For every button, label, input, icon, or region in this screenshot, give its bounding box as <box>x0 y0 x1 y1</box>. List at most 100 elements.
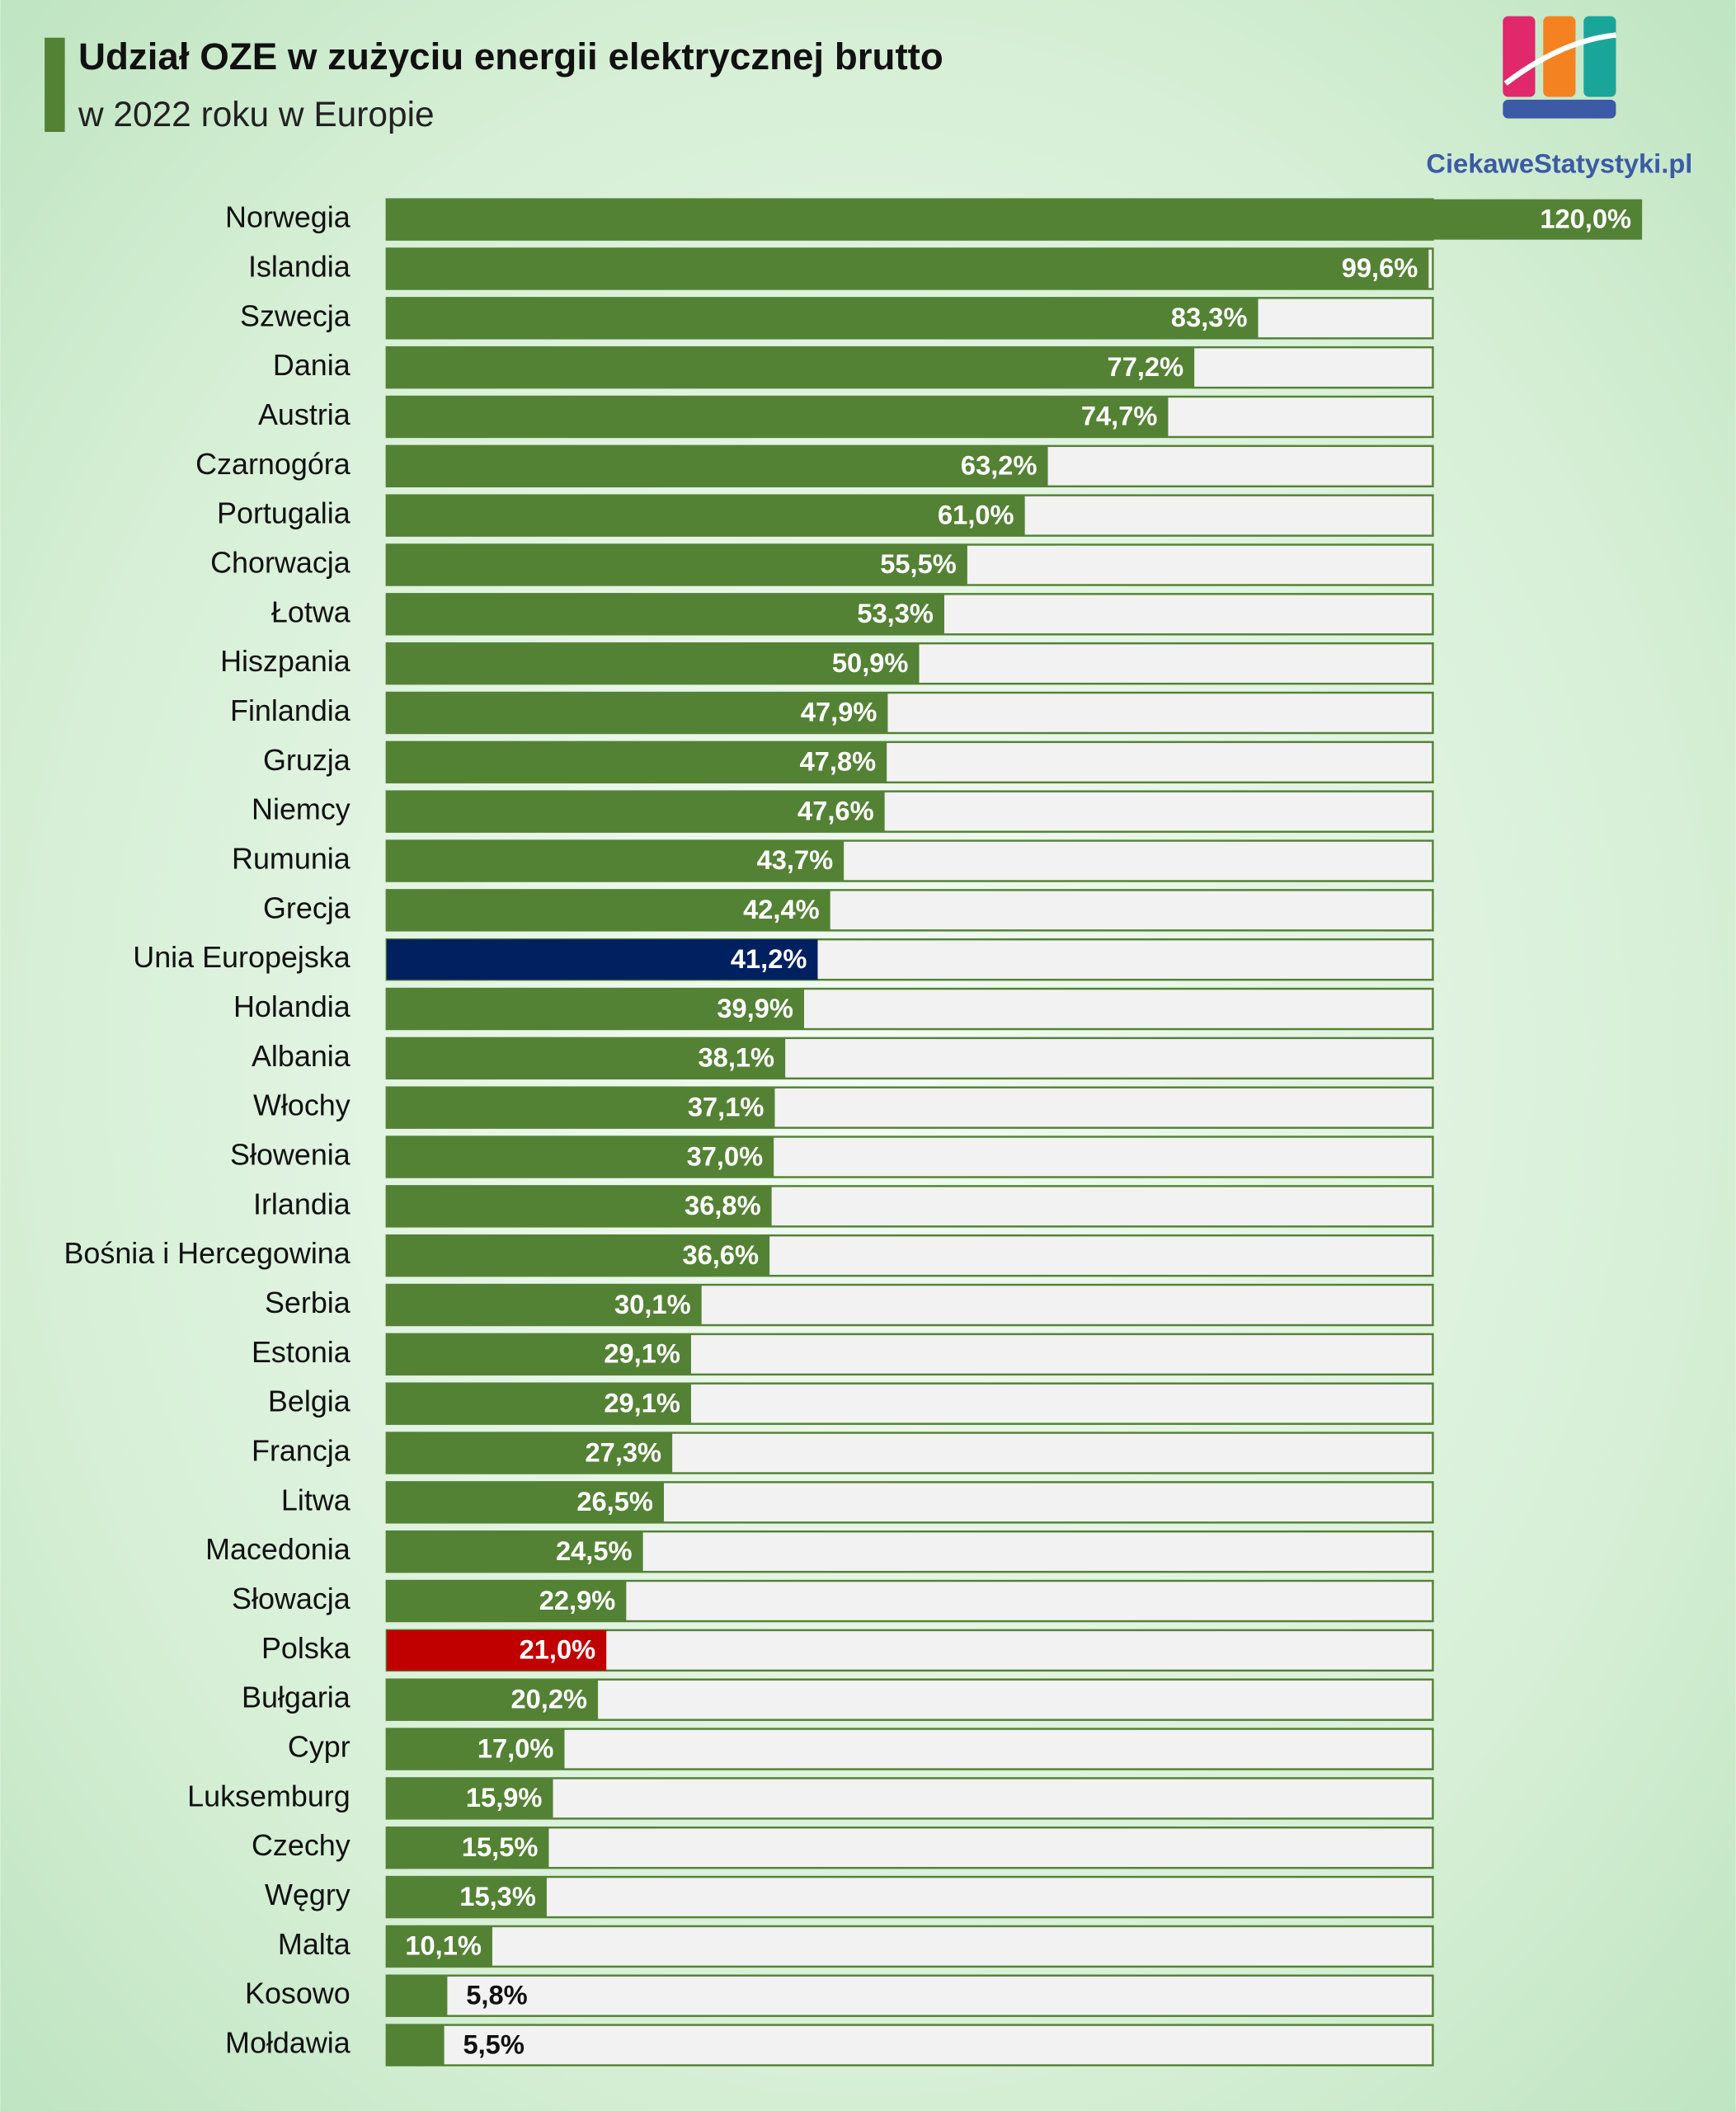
value-label: 30,1% <box>614 1289 691 1319</box>
value-label: 47,8% <box>800 746 877 777</box>
bar <box>386 989 804 1029</box>
category-label: Słowacja <box>232 1582 350 1615</box>
bar <box>386 347 1195 388</box>
bar <box>386 2024 445 2066</box>
category-label: Szwecja <box>240 299 350 332</box>
bar <box>386 1877 547 1918</box>
value-label: 99,6% <box>1342 252 1418 283</box>
category-label: Rumunia <box>232 841 350 875</box>
bar <box>386 840 844 882</box>
bar <box>386 396 1169 437</box>
logo-shape <box>1503 32 1616 86</box>
bar <box>386 544 967 585</box>
bar <box>386 1482 664 1523</box>
chart-subtitle: w 2022 roku w Europie <box>78 95 435 134</box>
logo-shape <box>1543 16 1576 97</box>
logo: CiekaweStatystyki.pl <box>1426 16 1692 178</box>
bar <box>386 1383 691 1424</box>
category-label: Węgry <box>265 1878 350 1911</box>
category-label: Islandia <box>248 249 350 283</box>
category-label: Belgia <box>268 1385 350 1418</box>
category-label: Grecja <box>263 891 350 924</box>
track <box>385 1974 1434 2017</box>
value-label: 36,8% <box>685 1190 761 1220</box>
category-label: Mołdawia <box>225 2026 350 2060</box>
category-label: Holandia <box>233 990 350 1023</box>
value-label: 22,9% <box>539 1585 616 1615</box>
bar <box>386 495 1025 536</box>
title-accent <box>45 37 65 132</box>
category-label: Macedonia <box>205 1532 350 1566</box>
category-label: Łotwa <box>271 595 350 628</box>
category-label: Niemcy <box>252 792 350 826</box>
bar <box>386 445 1048 487</box>
value-label: 42,4% <box>743 894 820 924</box>
bar <box>386 1087 775 1128</box>
bar <box>386 1679 599 1720</box>
category-label: Luksemburg <box>187 1779 350 1812</box>
value-label: 38,1% <box>699 1042 775 1073</box>
value-label: 24,5% <box>556 1535 633 1566</box>
bar <box>386 1629 607 1671</box>
bar <box>386 1432 673 1474</box>
category-label: Austria <box>258 397 350 431</box>
value-label: 47,6% <box>797 795 874 825</box>
value-label: 15,5% <box>462 1831 539 1862</box>
bar <box>386 890 830 931</box>
category-label: Norwegia <box>225 200 350 234</box>
value-label: 15,9% <box>466 1782 543 1812</box>
category-label: Litwa <box>281 1483 350 1516</box>
value-label: 10,1% <box>405 1930 482 1961</box>
bar <box>386 939 818 980</box>
value-label: 5,8% <box>466 1980 527 2010</box>
value-label: 29,1% <box>604 1387 680 1418</box>
category-label: Gruzja <box>263 743 350 777</box>
value-label: 41,2% <box>731 943 807 974</box>
bar <box>386 741 887 783</box>
category-label: Francja <box>252 1434 350 1468</box>
category-label: Dania <box>273 348 350 382</box>
bar <box>386 1581 627 1622</box>
category-label: Estonia <box>252 1335 350 1369</box>
track <box>385 1875 1434 1919</box>
value-label: 21,0% <box>520 1634 596 1665</box>
value-label: 29,1% <box>604 1338 680 1369</box>
bar <box>386 1728 565 1770</box>
value-label: 27,3% <box>586 1436 662 1467</box>
bar <box>386 1235 770 1276</box>
category-label: Irlandia <box>253 1187 350 1220</box>
chart-title: Udział OZE w zużyciu energii elektryczne… <box>78 35 943 78</box>
bar <box>386 1975 448 2016</box>
value-label: 53,3% <box>857 598 934 628</box>
bar <box>386 1531 643 1573</box>
category-label: Finlandia <box>230 693 350 727</box>
bar <box>386 594 944 635</box>
value-label: 39,9% <box>717 993 793 1023</box>
category-label: Kosowo <box>245 1977 350 2010</box>
category-label: Włochy <box>253 1088 350 1122</box>
value-label: 55,5% <box>880 548 957 579</box>
category-label: Cypr <box>288 1730 350 1764</box>
category-label: Słowenia <box>230 1138 350 1172</box>
category-label: Bułgaria <box>242 1681 350 1714</box>
bar <box>386 1925 492 1967</box>
category-label: Hiszpania <box>220 644 350 678</box>
value-label: 20,2% <box>510 1683 587 1714</box>
value-label: 26,5% <box>576 1486 653 1516</box>
value-label: 63,2% <box>961 450 1037 481</box>
value-label: 77,2% <box>1108 351 1184 382</box>
value-label: 120,0% <box>1540 203 1631 233</box>
value-label: 61,0% <box>938 499 1014 529</box>
category-label: Bośnia i Hercegowina <box>64 1236 350 1270</box>
value-label: 37,0% <box>687 1140 764 1171</box>
value-label: 83,3% <box>1171 302 1248 332</box>
bar <box>386 643 920 684</box>
category-label: Czechy <box>252 1828 350 1862</box>
value-label: 37,1% <box>688 1091 764 1121</box>
logo-shape <box>1503 99 1616 119</box>
bar <box>386 1778 553 1819</box>
bar <box>386 199 1643 240</box>
bar <box>386 1136 774 1178</box>
